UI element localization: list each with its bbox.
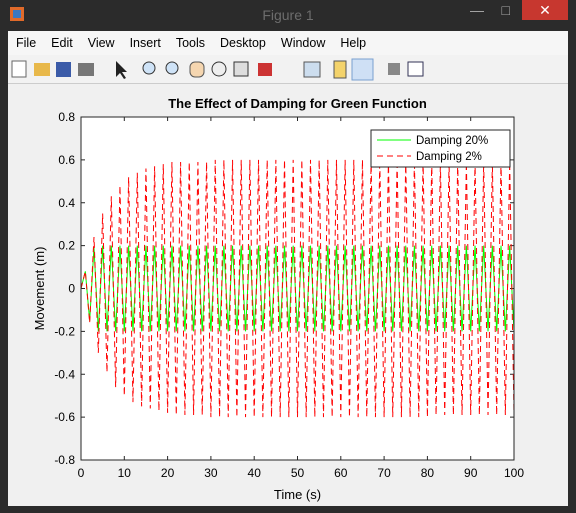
colorbar-icon[interactable] (333, 60, 347, 79)
print-icon[interactable] (78, 63, 94, 76)
x-tick-label: 60 (334, 466, 348, 480)
save-icon[interactable] (56, 62, 71, 77)
zoom-out-icon[interactable] (165, 61, 179, 75)
x-tick-label: 30 (204, 466, 218, 480)
y-tick-label: 0.6 (58, 153, 75, 167)
legend-label: Damping 20% (416, 135, 488, 147)
x-tick-label: 40 (248, 466, 262, 480)
menu-bar: File Edit View Insert Tools Desktop Window Help (8, 31, 568, 55)
y-tick-label: 0 (68, 282, 75, 296)
pointer-icon[interactable] (116, 61, 127, 79)
menu-item[interactable]: Help (340, 36, 367, 50)
brush-icon[interactable] (258, 63, 272, 76)
y-tick-label: -0.8 (54, 453, 75, 467)
y-tick-label: 0.2 (58, 239, 75, 253)
hide-tools-icon[interactable] (388, 63, 400, 75)
y-tick-label: -0.6 (54, 410, 75, 424)
new-icon[interactable] (11, 60, 27, 78)
link-icon[interactable] (303, 61, 321, 78)
app-icon (10, 7, 24, 21)
rotate-icon[interactable] (211, 61, 227, 77)
datacursor-icon[interactable] (233, 61, 249, 77)
plot-lines (81, 159, 514, 418)
chart-title: The Effect of Damping for Green Function (168, 96, 427, 111)
x-tick-label: 10 (118, 466, 132, 480)
menu-item[interactable]: Tools (175, 36, 206, 50)
menu-item[interactable]: Window (280, 36, 326, 50)
legend-box (370, 129, 511, 168)
minimize-button[interactable]: — (470, 2, 484, 18)
x-tick-label: 20 (161, 466, 175, 480)
axes-box (80, 116, 515, 461)
open-icon[interactable] (34, 63, 50, 76)
zoom-in-icon[interactable] (142, 61, 156, 75)
menu-item[interactable]: Insert (129, 36, 161, 50)
x-tick-label: 100 (504, 466, 524, 480)
menu-item[interactable]: Desktop (220, 36, 266, 50)
window-title: Figure 1 (262, 7, 314, 23)
x-tick-label: 50 (291, 466, 305, 480)
title-bar: Figure 1 — □ ✕ (0, 0, 576, 30)
toolbar-icons (11, 58, 424, 81)
close-button[interactable]: ✕ (522, 0, 568, 20)
data-line (81, 159, 514, 418)
x-tick-label: 90 (464, 466, 478, 480)
y-tick-label: 0.4 (58, 196, 75, 210)
menu-item[interactable]: File (16, 36, 37, 50)
toolbar (8, 55, 568, 84)
y-axis-label: Movement (m) (32, 247, 47, 331)
legend-icon[interactable] (351, 58, 374, 81)
pan-icon[interactable] (189, 61, 205, 78)
x-axis-label: Time (s) (274, 487, 321, 502)
menu-item[interactable]: View (87, 36, 115, 50)
y-tick-label: 0.8 (58, 110, 75, 124)
x-tick-label: 0 (78, 466, 85, 480)
legend-label: Damping 2% (416, 151, 482, 163)
maximize-button[interactable]: □ (501, 2, 510, 18)
y-tick-label: -0.4 (54, 367, 75, 381)
menu-item[interactable]: Edit (51, 36, 73, 50)
show-tools-icon[interactable] (407, 61, 424, 77)
x-tick-label: 70 (377, 466, 391, 480)
figure-area: The Effect of Damping for Green Function… (8, 84, 568, 506)
y-tick-label: -0.2 (54, 324, 75, 338)
chart: The Effect of Damping for Green Function… (32, 96, 524, 502)
x-tick-label: 80 (421, 466, 435, 480)
